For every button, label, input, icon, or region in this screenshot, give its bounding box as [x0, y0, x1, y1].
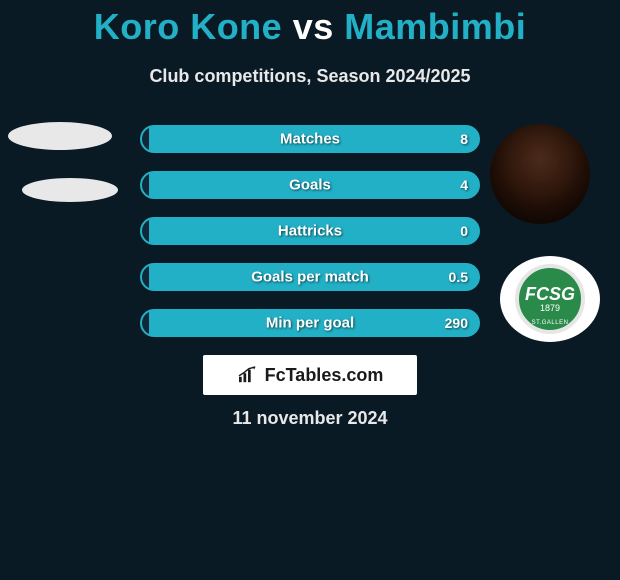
stat-value-right: 0.5 [449, 269, 468, 285]
player1-club-placeholder [22, 178, 118, 202]
page-title: Koro Kone vs Mambimbi [0, 0, 620, 48]
fctables-logo-icon [237, 366, 259, 384]
subtitle: Club competitions, Season 2024/2025 [0, 66, 620, 87]
stat-fill-left [142, 127, 149, 151]
player1-avatar-placeholder [8, 122, 112, 150]
stat-bar-hattricks: Hattricks 0 [140, 217, 480, 245]
brand-box: FcTables.com [203, 355, 417, 395]
stat-label: Min per goal [266, 315, 354, 332]
stat-bar-mpg: Min per goal 290 [140, 309, 480, 337]
player2-club-crest: FCSG 1879 ST.GALLEN [500, 256, 600, 342]
title-vs: vs [293, 6, 334, 47]
stat-fill-left [142, 219, 149, 243]
stat-bar-goals: Goals 4 [140, 171, 480, 199]
brand-text: FcTables.com [265, 365, 384, 386]
stat-label: Goals [289, 177, 331, 194]
stat-bar-matches: Matches 8 [140, 125, 480, 153]
stat-fill-left [142, 265, 149, 289]
stat-label: Matches [280, 131, 340, 148]
stat-bar-gpm: Goals per match 0.5 [140, 263, 480, 291]
stats-container: Matches 8 Goals 4 Hattricks 0 Goals per … [140, 125, 480, 355]
stat-fill-left [142, 311, 149, 335]
stat-value-right: 290 [445, 315, 468, 331]
stat-fill-left [142, 173, 149, 197]
player2-avatar [490, 124, 590, 224]
title-player2: Mambimbi [344, 6, 526, 47]
crest-text-year: 1879 [540, 304, 560, 313]
crest-text-ribbon: ST.GALLEN [532, 320, 569, 326]
title-player1: Koro Kone [94, 6, 283, 47]
stat-value-right: 4 [460, 177, 468, 193]
footer-date: 11 november 2024 [0, 408, 620, 429]
stat-value-right: 0 [460, 223, 468, 239]
crest-text-main: FCSG [525, 285, 575, 303]
club-crest-fcsg: FCSG 1879 ST.GALLEN [515, 264, 585, 334]
stat-label: Hattricks [278, 223, 342, 240]
stat-value-right: 8 [460, 131, 468, 147]
stat-label: Goals per match [251, 269, 369, 286]
